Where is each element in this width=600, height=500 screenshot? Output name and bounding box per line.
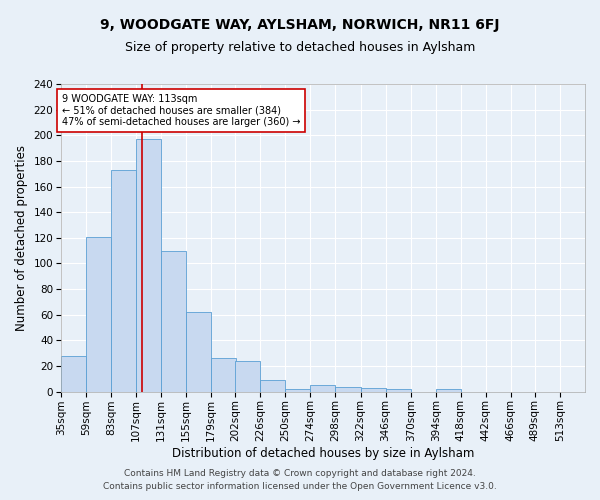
Bar: [86, 236, 111, 392]
Bar: [235, 361, 260, 392]
Text: Contains HM Land Registry data © Crown copyright and database right 2024.
Contai: Contains HM Land Registry data © Crown c…: [103, 470, 497, 491]
Bar: [335, 386, 361, 392]
Bar: [361, 388, 386, 392]
Text: 9, WOODGATE WAY, AYLSHAM, NORWICH, NR11 6FJ: 9, WOODGATE WAY, AYLSHAM, NORWICH, NR11 …: [100, 18, 500, 32]
Bar: [61, 356, 86, 392]
Bar: [310, 386, 335, 392]
X-axis label: Distribution of detached houses by size in Aylsham: Distribution of detached houses by size …: [172, 447, 474, 460]
Bar: [386, 389, 410, 392]
Bar: [436, 389, 461, 392]
Bar: [161, 250, 186, 392]
Text: Size of property relative to detached houses in Aylsham: Size of property relative to detached ho…: [125, 41, 475, 54]
Bar: [286, 389, 310, 392]
Bar: [260, 380, 286, 392]
Y-axis label: Number of detached properties: Number of detached properties: [15, 145, 28, 331]
Bar: [186, 312, 211, 392]
Bar: [211, 358, 236, 392]
Bar: [111, 170, 136, 392]
Bar: [136, 139, 161, 392]
Text: 9 WOODGATE WAY: 113sqm
← 51% of detached houses are smaller (384)
47% of semi-de: 9 WOODGATE WAY: 113sqm ← 51% of detached…: [62, 94, 301, 128]
